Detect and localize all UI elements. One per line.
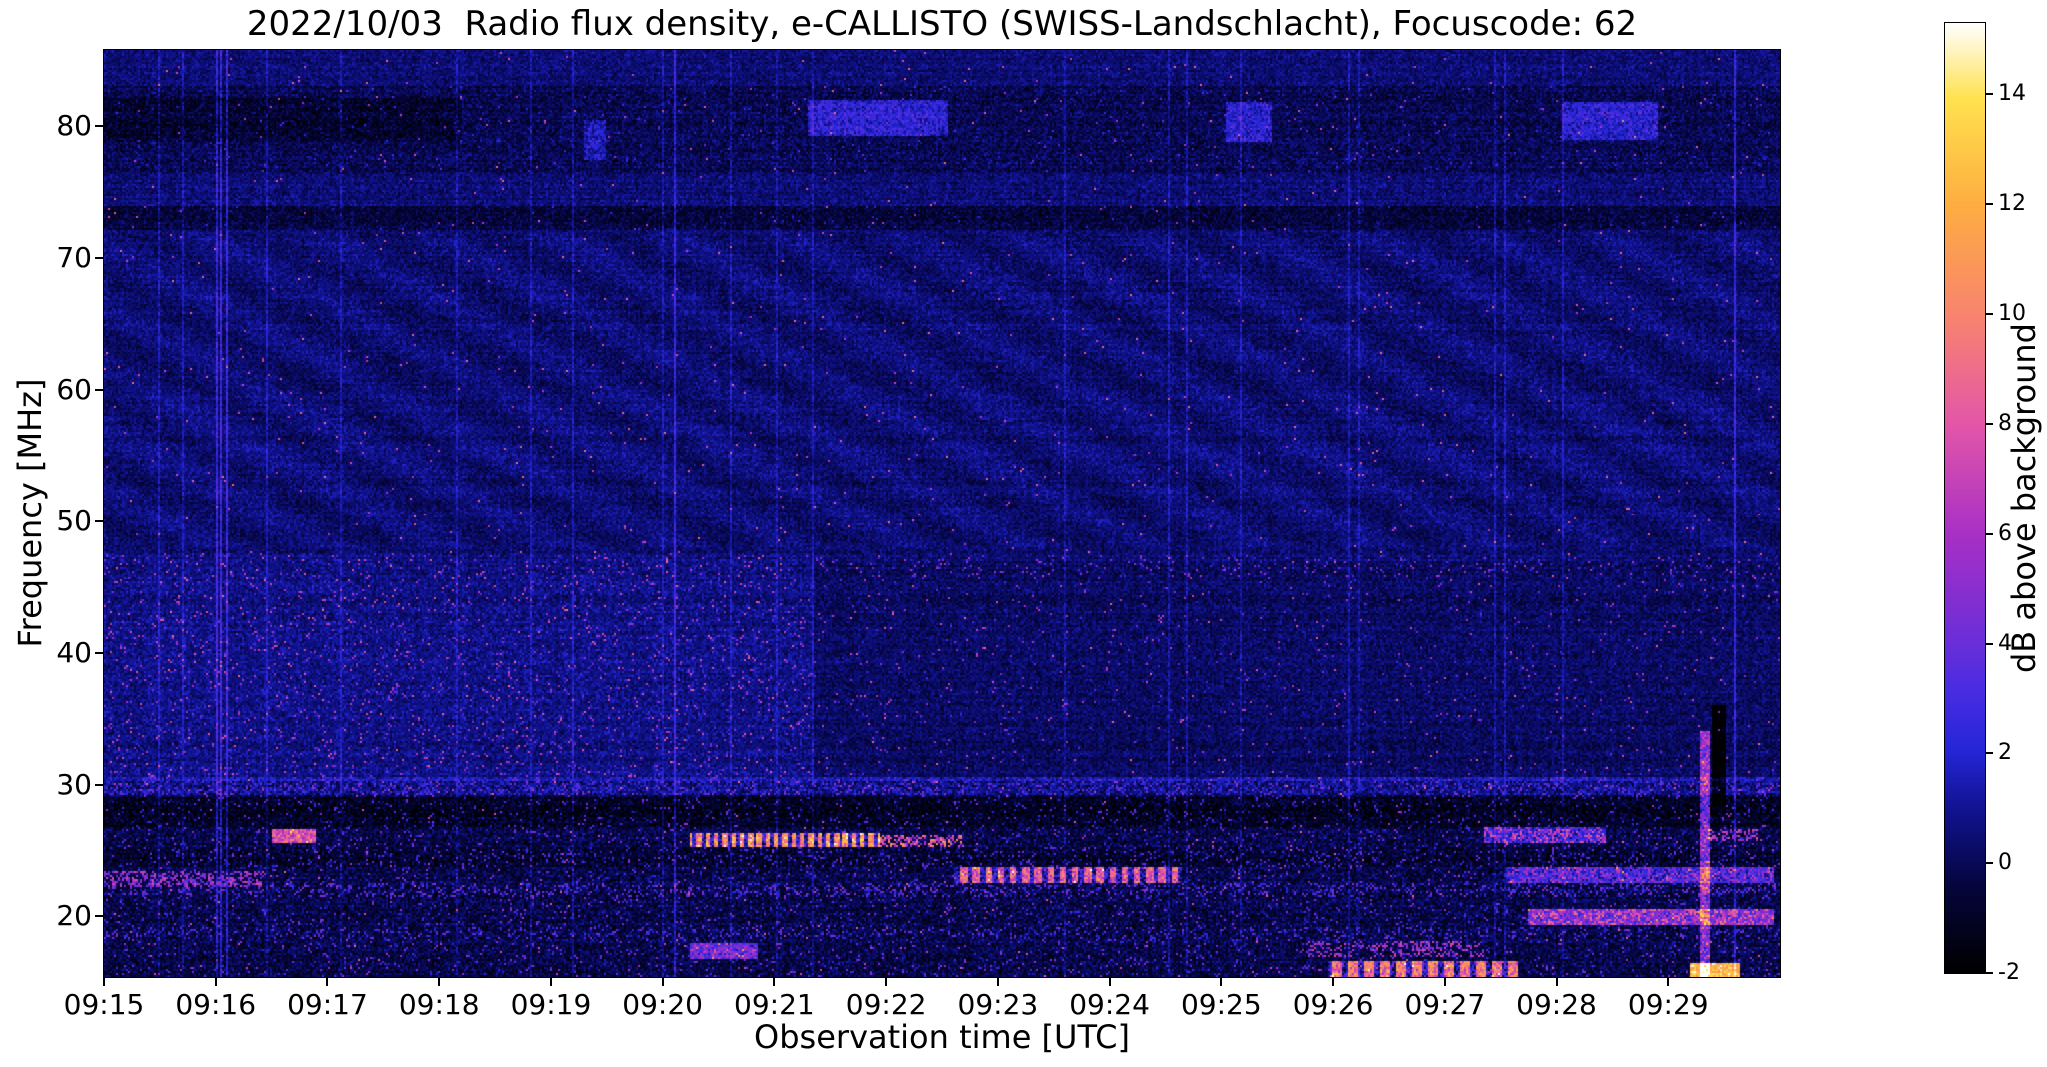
colorbar-tick-mark	[1985, 422, 1993, 425]
x-tick-label: 09:29	[1627, 988, 1709, 1021]
colorbar-tick-mark	[1985, 642, 1993, 645]
x-tick-mark	[326, 977, 329, 986]
colorbar-tick-label: 8	[1998, 410, 2012, 436]
x-tick-mark	[438, 977, 441, 986]
x-tick-mark	[996, 977, 999, 986]
x-tick-label: 09:20	[622, 988, 703, 1021]
colorbar-tick-mark	[1985, 313, 1993, 316]
x-tick-label: 09:15	[63, 988, 145, 1021]
y-tick-label: 60	[56, 372, 92, 406]
colorbar-tick-label: 14	[1998, 81, 2026, 107]
colorbar-tick-label: 2	[1998, 740, 2012, 766]
colorbar-label: dB above background	[2005, 323, 2043, 673]
y-tick-mark	[95, 388, 104, 391]
x-tick-label: 09:23	[957, 988, 1039, 1021]
colorbar-canvas	[1944, 22, 1986, 974]
y-tick-label: 40	[56, 636, 92, 670]
colorbar-tick-mark	[1985, 203, 1993, 206]
spectrogram-canvas	[103, 49, 1781, 978]
colorbar-tick-mark	[1985, 532, 1993, 535]
colorbar-tick-mark	[1985, 752, 1993, 755]
x-tick-mark	[103, 977, 105, 986]
x-tick-mark	[1555, 977, 1558, 986]
x-tick-label: 09:19	[510, 988, 592, 1021]
x-tick-label: 09:24	[1069, 988, 1150, 1021]
colorbar-tick-label: 4	[1998, 630, 2012, 656]
y-tick-label: 20	[56, 899, 92, 933]
y-tick-mark	[95, 783, 104, 786]
y-tick-label: 80	[56, 109, 92, 143]
x-tick-mark	[1220, 977, 1223, 986]
x-tick-mark	[549, 977, 552, 986]
x-tick-mark	[773, 977, 776, 986]
colorbar-tick-label: 12	[1998, 191, 2026, 217]
y-tick-label: 30	[56, 767, 92, 801]
y-tick-label: 50	[56, 504, 92, 538]
x-tick-label: 09:26	[1292, 988, 1374, 1021]
y-tick-mark	[95, 652, 104, 655]
x-tick-label: 09:27	[1404, 988, 1486, 1021]
x-tick-mark	[1108, 977, 1111, 986]
x-tick-mark	[214, 977, 217, 986]
y-tick-mark	[95, 125, 104, 128]
colorbar-tick-label: 6	[1998, 520, 2012, 546]
colorbar-tick-mark	[1985, 93, 1993, 96]
x-tick-label: 09:16	[175, 988, 257, 1021]
y-tick-mark	[95, 915, 104, 918]
x-tick-label: 09:17	[287, 988, 368, 1021]
y-tick-mark	[95, 257, 104, 260]
x-tick-mark	[885, 977, 888, 986]
colorbar-tick-mark	[1985, 972, 1993, 974]
x-tick-label: 09:22	[845, 988, 927, 1021]
x-tick-label: 09:21	[734, 988, 815, 1021]
x-axis-label: Observation time [UTC]	[754, 1018, 1130, 1056]
x-tick-mark	[1332, 977, 1335, 986]
colorbar-tick-label: 10	[1998, 301, 2026, 327]
y-tick-label: 70	[56, 241, 92, 275]
x-tick-label: 09:18	[398, 988, 480, 1021]
colorbar-tick-mark	[1985, 862, 1993, 865]
x-tick-mark	[1667, 977, 1670, 986]
y-tick-mark	[95, 520, 104, 523]
x-tick-mark	[1443, 977, 1446, 986]
x-tick-label: 09:28	[1516, 988, 1597, 1021]
colorbar-tick-label: -2	[1998, 960, 2020, 985]
x-tick-mark	[661, 977, 664, 986]
x-tick-label: 09:25	[1180, 988, 1262, 1021]
chart-title: 2022/10/03 Radio flux density, e-CALLIST…	[246, 4, 1638, 44]
colorbar-tick-label: 0	[1998, 850, 2012, 876]
